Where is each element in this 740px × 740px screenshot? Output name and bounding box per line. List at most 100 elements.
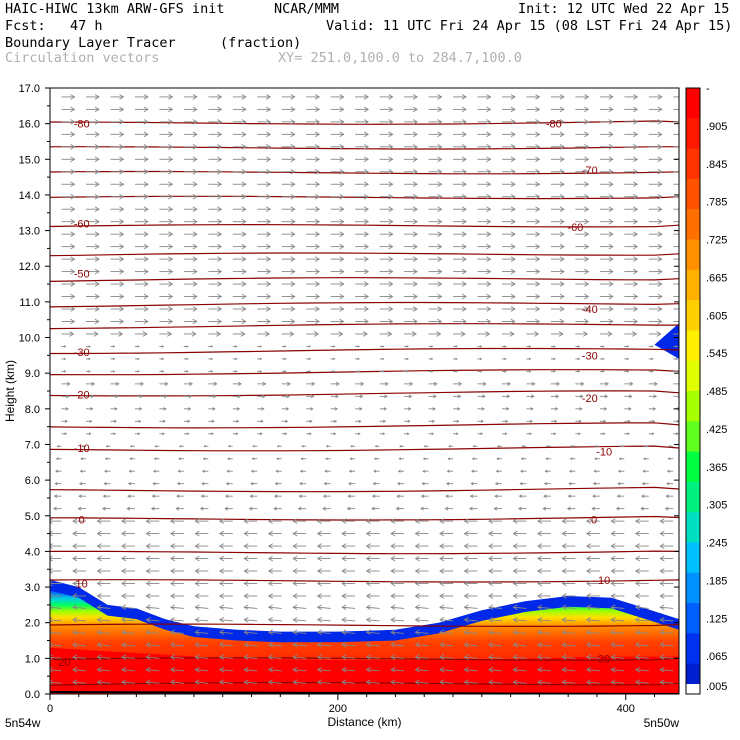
- circulation-vector: [537, 631, 551, 634]
- circulation-vector-head: [316, 543, 322, 549]
- circulation-vector-head: [437, 293, 443, 300]
- circulation-vector-head: [189, 381, 194, 387]
- circulation-vector-head: [512, 518, 518, 524]
- circulation-vector-head: [659, 641, 665, 648]
- circulation-vector-head: [627, 419, 631, 423]
- circulation-vector-head: [55, 457, 59, 461]
- circulation-vector-head: [94, 119, 100, 125]
- circulation-vector-head: [510, 106, 516, 113]
- circulation-vector: [660, 631, 674, 634]
- circulation-vector-head: [461, 94, 467, 100]
- circulation-vector-head: [486, 168, 492, 175]
- circulation-vector-head: [50, 641, 53, 648]
- temperature-contour: [50, 579, 679, 583]
- circulation-vector-head: [610, 616, 616, 623]
- circulation-vector-head: [535, 193, 541, 200]
- circulation-vector-head: [388, 131, 394, 138]
- circulation-vector-head: [634, 629, 641, 635]
- circulation-vector-head: [641, 481, 645, 486]
- circulation-vector-head: [390, 679, 396, 685]
- circulation-vector-head: [119, 243, 125, 250]
- circulation-vector-head: [668, 445, 671, 448]
- circulation-vector-head: [412, 106, 418, 113]
- circulation-vector-head: [512, 530, 518, 537]
- circulation-vector-head: [544, 469, 548, 473]
- circulation-vector-head: [559, 94, 565, 100]
- circulation-vector-head: [657, 306, 663, 312]
- contour-label: 10: [598, 575, 610, 587]
- circulation-vector-head: [365, 568, 371, 574]
- circulation-vector-head: [346, 506, 351, 511]
- circulation-vector-head: [119, 181, 125, 188]
- circulation-vector-head: [186, 370, 189, 373]
- temperature-contour: [50, 301, 679, 308]
- circulation-vector-head: [584, 218, 590, 225]
- circulation-vector-head: [666, 481, 670, 486]
- circulation-vector-head: [243, 555, 249, 562]
- circulation-vector: [635, 606, 649, 609]
- circulation-vector-head: [365, 629, 371, 635]
- circulation-vector: [219, 669, 233, 672]
- circulation-vector-head: [634, 641, 641, 648]
- circulation-vector-head: [439, 568, 445, 574]
- circulation-vector-head: [461, 193, 467, 200]
- circulation-vector-head: [657, 156, 663, 163]
- circulation-vector-head: [494, 494, 498, 498]
- circulation-vector-head: [267, 580, 273, 587]
- circulation-vector-head: [412, 281, 418, 287]
- circulation-vector-head: [218, 593, 225, 599]
- circulation-vector: [317, 656, 331, 659]
- circulation-vector-head: [217, 206, 223, 212]
- circulation-vector-head: [314, 281, 321, 287]
- circulation-vector-head: [335, 381, 340, 387]
- circulation-vector-head: [657, 243, 663, 250]
- circulation-vector-head: [365, 593, 371, 599]
- circulation-vector-head: [192, 144, 198, 150]
- circulation-vector-head: [471, 469, 475, 473]
- circulation-vector-head: [341, 641, 347, 648]
- circulation-vector-head: [657, 144, 663, 150]
- circulation-vector-head: [535, 144, 541, 150]
- circulation-vector-head: [50, 555, 53, 562]
- circulation-vector: [342, 644, 356, 647]
- circulation-vector-head: [243, 616, 249, 623]
- circulation-vector-head: [406, 432, 410, 436]
- circulation-vector-head: [235, 357, 238, 361]
- circulation-vector: [268, 606, 282, 609]
- circulation-vector-head: [363, 243, 370, 250]
- circulation-vector-head: [585, 654, 592, 660]
- y-tick-label: 11.0: [19, 297, 40, 309]
- y-axis-title: Height (km): [3, 360, 17, 422]
- circulation-vector-head: [633, 156, 639, 163]
- circulation-vector-head: [535, 281, 541, 287]
- circulation-vector-head: [113, 432, 117, 436]
- circulation-vector-head: [119, 256, 125, 262]
- circulation-vector-head: [437, 144, 443, 150]
- circulation-vector-head: [559, 181, 565, 188]
- circulation-vector-head: [642, 469, 646, 473]
- circulation-vector-head: [534, 331, 540, 337]
- circulation-vector-head: [143, 106, 149, 113]
- circulation-vector-head: [119, 231, 125, 237]
- circulation-vector-head: [88, 370, 91, 373]
- circulation-vector-head: [284, 345, 287, 348]
- circulation-vector-head: [70, 206, 76, 212]
- circulation-vector: [293, 606, 307, 609]
- circulation-vector-head: [675, 370, 679, 373]
- circulation-vector-head: [91, 381, 96, 387]
- circulation-vector-head: [96, 518, 102, 524]
- circulation-vector-head: [70, 106, 76, 113]
- circulation-vector-head: [448, 445, 451, 448]
- circulation-vector: [660, 669, 674, 672]
- circulation-vector-head: [439, 679, 445, 685]
- circulation-vector-head: [168, 181, 174, 188]
- circulation-vector: [244, 644, 258, 647]
- circulation-vector-head: [414, 543, 420, 549]
- circulation-vector-head: [217, 94, 223, 100]
- organization-label: NCAR/MMM: [274, 1, 340, 17]
- circulation-vector-head: [412, 131, 418, 138]
- temperature-contour: [50, 390, 679, 397]
- circulation-vector-head: [365, 679, 371, 685]
- circulation-vector-head: [479, 357, 483, 361]
- circulation-vector-head: [430, 370, 434, 373]
